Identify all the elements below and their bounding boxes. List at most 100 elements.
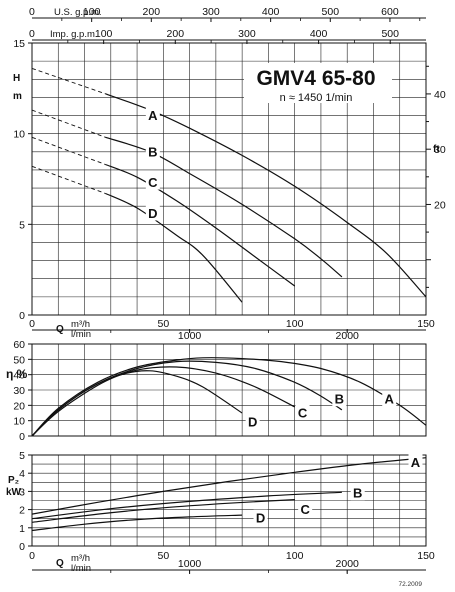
curve-b <box>105 136 343 278</box>
curve-label-bg <box>332 391 347 407</box>
curve-label-bg <box>145 143 160 159</box>
lmin-tick-label: 2000 <box>336 330 360 342</box>
y-tick-label: 5 <box>19 450 25 462</box>
curve-label-b: B <box>148 144 157 159</box>
power-q-unit: m³/h <box>71 553 90 564</box>
usgpm-tick-label: 500 <box>322 6 340 18</box>
usgpm-tick-label: 200 <box>143 6 161 18</box>
curve-c <box>105 163 296 287</box>
curve-extension-a <box>31 67 106 95</box>
efficiency-y-label: η % <box>6 367 28 381</box>
curve-label-a: A <box>148 108 158 123</box>
usgpm-zero-label: 0 <box>29 6 35 18</box>
q-tick-label: 0 <box>29 550 35 562</box>
curve-extension-d <box>31 165 106 194</box>
head-x-ticks: 0 50 100 150 1000 2000 <box>29 318 435 342</box>
impgpm-axis-label: Imp. g.p.m. <box>50 29 98 40</box>
y-tick-label: 50 <box>13 354 25 366</box>
usgpm-tick-label: 300 <box>202 6 220 18</box>
curve-label-b: B <box>353 486 362 501</box>
curve-label-bg <box>145 174 160 190</box>
power-y-unit: kW <box>6 487 22 498</box>
curve-label-bg <box>253 509 268 525</box>
y-tick-label: 10 <box>13 129 25 141</box>
ft-tick-label: 20 <box>434 199 446 211</box>
efficiency-curves: A B C D <box>31 357 427 437</box>
y-tick-label: 4 <box>19 468 25 480</box>
q-tick-label: 50 <box>157 550 169 562</box>
power-x-ticks: 0 50 100 150 1000 2000 <box>29 550 435 574</box>
efficiency-grid <box>32 344 426 436</box>
curve-label-bg <box>145 107 160 123</box>
curve-d <box>31 514 243 532</box>
impgpm-ticks: 100 200 300 400 500 <box>67 28 399 44</box>
chart-title: GMV4 65-80 <box>256 67 375 90</box>
efficiency-chart: 0 10 20 30 40 50 60 η % A B C D <box>6 339 427 443</box>
q-tick-label: 100 <box>286 318 304 330</box>
curve-label-bg <box>408 454 423 470</box>
power-q-label: Q <box>56 558 64 569</box>
y-tick-label: 60 <box>13 339 25 351</box>
power-y-ticks: 0 1 2 3 4 5 <box>19 450 32 553</box>
curve-label-c: C <box>148 175 158 190</box>
head-lmin-unit: l/min <box>71 329 91 340</box>
curve-label-bg <box>298 501 313 517</box>
curve-d <box>31 370 243 437</box>
lmin-tick-label: 2000 <box>336 558 360 570</box>
q-tick-label: 150 <box>417 550 435 562</box>
head-q-unit: m³/h <box>71 319 90 330</box>
q-tick-label: 150 <box>417 318 435 330</box>
curve-label-bg <box>145 205 160 221</box>
head-y2-label: ft <box>433 144 440 155</box>
y-tick-label: 2 <box>19 505 25 517</box>
impgpm-tick-label: 500 <box>381 28 399 40</box>
footer-code: 72.2009 <box>399 581 423 588</box>
impgpm-tick-label: 300 <box>238 28 256 40</box>
y-tick-label: 40 <box>13 370 25 382</box>
curve-label-c: C <box>300 502 310 517</box>
head-curves: A B C D <box>31 67 427 303</box>
head-y-ticks: 0 5 10 15 <box>13 38 32 322</box>
usgpm-axis-label: U.S. g.p.m. <box>54 7 102 18</box>
curve-a <box>31 357 427 437</box>
y-tick-label: 0 <box>19 541 25 553</box>
curve-label-d: D <box>248 415 257 430</box>
lmin-tick-label: 1000 <box>178 558 202 570</box>
curve-label-d: D <box>256 510 265 525</box>
title-box <box>244 63 392 103</box>
head-chart: 100 200 300 400 500 600 U.S. g.p.m. 0 100 200 3… <box>13 6 446 342</box>
head-y-label: H <box>13 73 20 84</box>
curve-a <box>105 93 427 298</box>
usgpm-tick-label: 100 <box>83 6 101 18</box>
usgpm-tick-label: 600 <box>381 6 399 18</box>
curve-label-bg <box>382 391 397 407</box>
y-tick-label: 3 <box>19 486 25 498</box>
power-y-label: P₂ <box>8 475 19 486</box>
curve-label-bg <box>295 405 310 420</box>
y-tick-label: 10 <box>13 416 25 428</box>
curve-label-a: A <box>385 392 395 407</box>
curve-a <box>31 457 427 515</box>
impgpm-tick-label: 400 <box>310 28 328 40</box>
chart-subtitle: n ≈ 1450 1/min <box>280 92 353 104</box>
y-tick-label: 15 <box>13 38 25 50</box>
power-chart: 0 1 2 3 4 5 P₂ kW A B C D 0 50 100 150 1000 2000 Q m³… <box>6 450 435 574</box>
impgpm-tick-label: 200 <box>167 28 185 40</box>
curve-label-bg <box>245 414 260 430</box>
power-curves: A B C D <box>31 454 427 532</box>
curve-b <box>31 360 343 437</box>
y-tick-label: 20 <box>13 400 25 412</box>
impgpm-tick-label: 100 <box>95 28 113 40</box>
q-tick-label: 100 <box>286 550 304 562</box>
head-q-label: Q <box>56 324 64 335</box>
usgpm-ticks: 100 200 300 400 500 600 <box>61 6 421 22</box>
power-lmin-unit: l/min <box>71 563 91 574</box>
y-tick-label: 0 <box>19 431 25 443</box>
lmin-tick-label: 1000 <box>178 330 202 342</box>
power-grid <box>32 455 426 546</box>
efficiency-y-ticks: 0 10 20 30 40 50 60 <box>13 339 32 443</box>
curve-d <box>105 192 243 303</box>
ft-tick-label: 30 <box>434 144 446 156</box>
curve-b <box>31 491 342 520</box>
